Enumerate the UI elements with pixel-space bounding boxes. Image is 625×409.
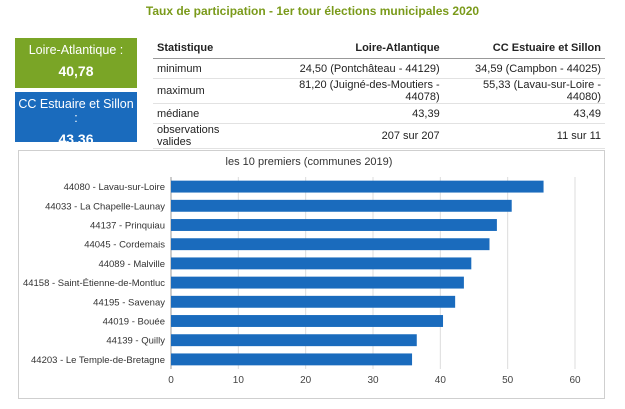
row-value-loire: 207 sur 207 xyxy=(259,123,444,149)
header-loire-atlantique: Loire-Atlantique xyxy=(259,38,444,59)
bar xyxy=(171,353,413,366)
y-category-label: 44158 - Saint-Étienne-de-Montluc xyxy=(23,278,165,289)
row-value-loire: 81,20 (Juigné-des-Moutiers - 44078) xyxy=(259,78,444,104)
header-cc-estuaire: CC Estuaire et Sillon xyxy=(443,38,605,59)
loire-atlantique-label: Loire-Atlantique : xyxy=(28,43,124,57)
bar xyxy=(171,238,490,251)
x-tick-label: 50 xyxy=(502,375,514,386)
cc-estuaire-label: CC Estuaire et Sillon : xyxy=(18,97,134,125)
row-label: médiane xyxy=(153,103,260,124)
y-category-label: 44033 - La Chapelle-Launay xyxy=(45,201,165,212)
y-category-label: 44089 - Malville xyxy=(98,259,165,270)
y-category-label: 44139 - Quilly xyxy=(106,336,165,347)
row-label: observations valides xyxy=(153,123,260,149)
row-value-cc: 55,33 (Lavau-sur-Loire - 44080) xyxy=(443,78,605,104)
table-row: minimum 24,50 (Pontchâteau - 44129) 34,5… xyxy=(153,58,605,79)
x-tick-label: 20 xyxy=(300,375,312,386)
x-tick-label: 0 xyxy=(168,375,174,386)
loire-atlantique-value: 40,78 xyxy=(58,63,94,79)
bar xyxy=(171,334,417,347)
y-category-label: 44195 - Savenay xyxy=(93,297,165,308)
row-value-loire: 24,50 (Pontchâteau - 44129) xyxy=(259,58,444,79)
x-tick-label: 60 xyxy=(569,375,581,386)
bar-chart: les 10 premiers (communes 2019) 44080 - … xyxy=(23,156,581,386)
row-value-loire: 43,39 xyxy=(259,103,444,124)
statistics-table: Statistique Loire-Atlantique CC Estuaire… xyxy=(153,38,605,149)
bar xyxy=(171,315,444,327)
row-value-cc: 43,49 xyxy=(443,103,605,124)
row-label: minimum xyxy=(153,58,260,79)
table-header-row: Statistique Loire-Atlantique CC Estuaire… xyxy=(153,38,605,59)
row-value-cc: 34,59 (Campbon - 44025) xyxy=(443,58,605,79)
bar xyxy=(171,180,544,193)
cc-estuaire-value: 43,36 xyxy=(58,131,94,147)
x-tick-label: 40 xyxy=(435,375,447,386)
y-category-label: 44045 - Cordemais xyxy=(84,240,165,251)
bar xyxy=(171,276,464,289)
y-category-label: 44137 - Prinquiau xyxy=(90,221,165,232)
table-row: médiane 43,39 43,49 xyxy=(153,103,605,124)
bar xyxy=(171,295,456,308)
y-category-label: 44019 - Bouée xyxy=(103,317,165,328)
y-category-label: 44080 - Lavau-sur-Loire xyxy=(64,182,165,193)
y-category-label: 44203 - Le Temple-de-Bretagne xyxy=(31,355,165,366)
page-title: Taux de participation - 1er tour électio… xyxy=(145,4,480,18)
x-tick-label: 10 xyxy=(233,375,245,386)
chart-title: les 10 premiers (communes 2019) xyxy=(226,156,393,168)
bar-chart-panel: les 10 premiers (communes 2019) 44080 - … xyxy=(18,150,605,399)
row-label: maximum xyxy=(153,78,260,104)
row-value-cc: 11 sur 11 xyxy=(443,123,605,149)
table-row: observations valides 207 sur 207 11 sur … xyxy=(153,123,605,149)
header-statistique: Statistique xyxy=(153,38,260,59)
x-tick-label: 30 xyxy=(367,375,379,386)
cc-estuaire-summary-box: CC Estuaire et Sillon : 43,36 xyxy=(15,92,137,147)
bar xyxy=(171,257,472,270)
bar xyxy=(171,199,512,212)
table-row: maximum 81,20 (Juigné-des-Moutiers - 440… xyxy=(153,78,605,104)
loire-atlantique-summary-box: Loire-Atlantique : 40,78 xyxy=(15,38,137,88)
bar xyxy=(171,219,497,231)
